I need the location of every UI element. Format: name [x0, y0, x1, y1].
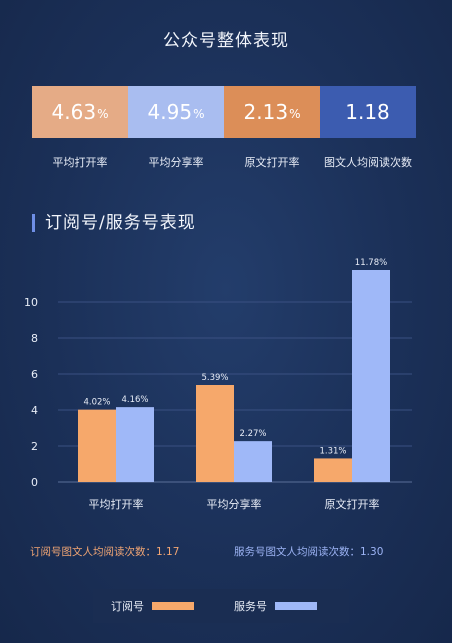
y-tick-label: 6: [31, 368, 38, 381]
bar-sub: [196, 384, 234, 482]
bar-sub: [78, 409, 116, 482]
kpi-unit: %: [193, 107, 205, 121]
bar-sub: [314, 458, 352, 482]
legend-item-sub: 订阅号: [111, 598, 194, 614]
data-label: 4.02%: [83, 398, 110, 408]
kpi-source-open-rate: 2.13%: [224, 86, 320, 138]
legend-swatch: [275, 602, 317, 610]
bar-svc: [352, 270, 390, 482]
legend-item-svc: 服务号: [234, 598, 317, 614]
kpi-value: 4.95: [147, 100, 193, 124]
bar-svc: [234, 441, 272, 482]
page-title: 公众号整体表现: [163, 31, 289, 51]
data-label: 11.78%: [355, 258, 387, 268]
chart-legend: 订阅号 服务号: [93, 589, 349, 623]
kpi-row: 4.63% 4.95% 2.13% 1.18: [32, 86, 416, 138]
y-tick-label: 0: [31, 476, 38, 489]
kpi-value: 2.13: [243, 100, 289, 124]
y-tick-label: 2: [31, 440, 38, 453]
x-tick-label: 平均打开率: [89, 497, 144, 511]
kpi-share-rate: 4.95%: [128, 86, 224, 138]
x-tick-label: 原文打开率: [325, 497, 380, 511]
sub-average-reads: 订阅号图文人均阅读次数：1.17: [30, 546, 180, 558]
bar-svc: [116, 407, 154, 482]
legend-label: 订阅号: [111, 600, 144, 613]
svc-average-reads: 服务号图文人均阅读次数：1.30: [234, 546, 384, 558]
legend-label: 服务号: [234, 600, 267, 613]
section-title: 订阅号/服务号表现: [32, 214, 196, 232]
kpi-unit: %: [97, 107, 109, 121]
kpi-label: 平均打开率: [52, 156, 108, 169]
kpi-value: 4.63: [51, 100, 97, 124]
kpi-unit: %: [289, 107, 301, 121]
kpi-value: 1.18: [345, 100, 390, 124]
kpi-label: 原文打开率: [244, 156, 300, 169]
data-label: 5.39%: [201, 373, 228, 383]
kpi-labels: 平均打开率 平均分享率 原文打开率 图文人均阅读次数: [32, 154, 416, 170]
data-label: 4.16%: [121, 395, 148, 405]
kpi-label: 平均分享率: [148, 156, 204, 169]
kpi-reads-per-user: 1.18: [320, 86, 416, 138]
legend-swatch: [152, 602, 194, 610]
kpi-open-rate: 4.63%: [32, 86, 128, 138]
y-tick-label: 4: [31, 404, 38, 417]
data-label: 2.27%: [239, 429, 266, 439]
y-tick-label: 8: [31, 332, 38, 345]
kpi-label: 图文人均阅读次数: [324, 156, 412, 169]
data-label: 1.31%: [319, 446, 346, 456]
y-tick-label: 10: [24, 296, 38, 309]
bar-chart: 0 2 4 6 8 10 4.02% 4.16% 平均打开率 5.39% 2.27% 平均分享率 1.3…: [24, 258, 412, 511]
x-tick-label: 平均分享率: [207, 497, 262, 511]
